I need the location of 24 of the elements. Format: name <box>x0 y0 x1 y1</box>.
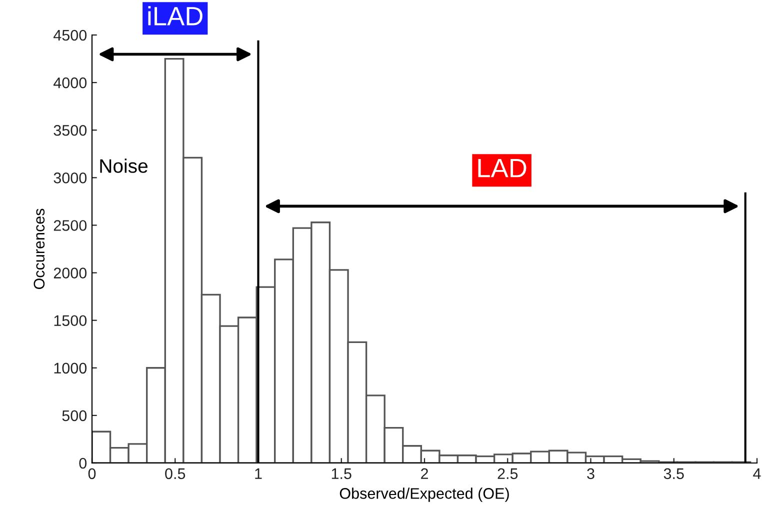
y-tick-label: 0 <box>79 458 87 469</box>
y-tick-label: 2500 <box>54 220 87 231</box>
x-tick-label: 1 <box>255 468 262 479</box>
x-tick-label: 1.5 <box>332 468 352 480</box>
x-tick-label: 3.5 <box>664 468 684 480</box>
y-tick-label: 1500 <box>54 315 87 326</box>
text: iLAD <box>148 6 202 26</box>
y-axis-title: Occurences <box>34 208 45 290</box>
y-tick-label: 3000 <box>54 172 87 184</box>
annotation: LAD <box>478 159 526 178</box>
x-tick-label: 0 <box>88 468 96 480</box>
y-tick-label: 1000 <box>54 362 87 374</box>
x-tick-label: 3 <box>587 468 594 480</box>
annotation: Noise <box>100 158 148 173</box>
x-tick-label: 2 <box>421 468 428 479</box>
y-tick-label: 4500 <box>54 30 87 41</box>
y-tick-label: 500 <box>62 410 87 422</box>
x-tick-label: 0.5 <box>165 468 186 480</box>
x-axis-title: Observed/Expected (OE) <box>340 488 509 502</box>
y-tick-label: 3500 <box>54 124 87 136</box>
x-tick-label: 4 <box>753 468 761 479</box>
y-tick-label: 2000 <box>54 268 87 278</box>
x-tick-label: 2.5 <box>498 468 518 480</box>
y-tick-label: 4000 <box>54 77 87 88</box>
